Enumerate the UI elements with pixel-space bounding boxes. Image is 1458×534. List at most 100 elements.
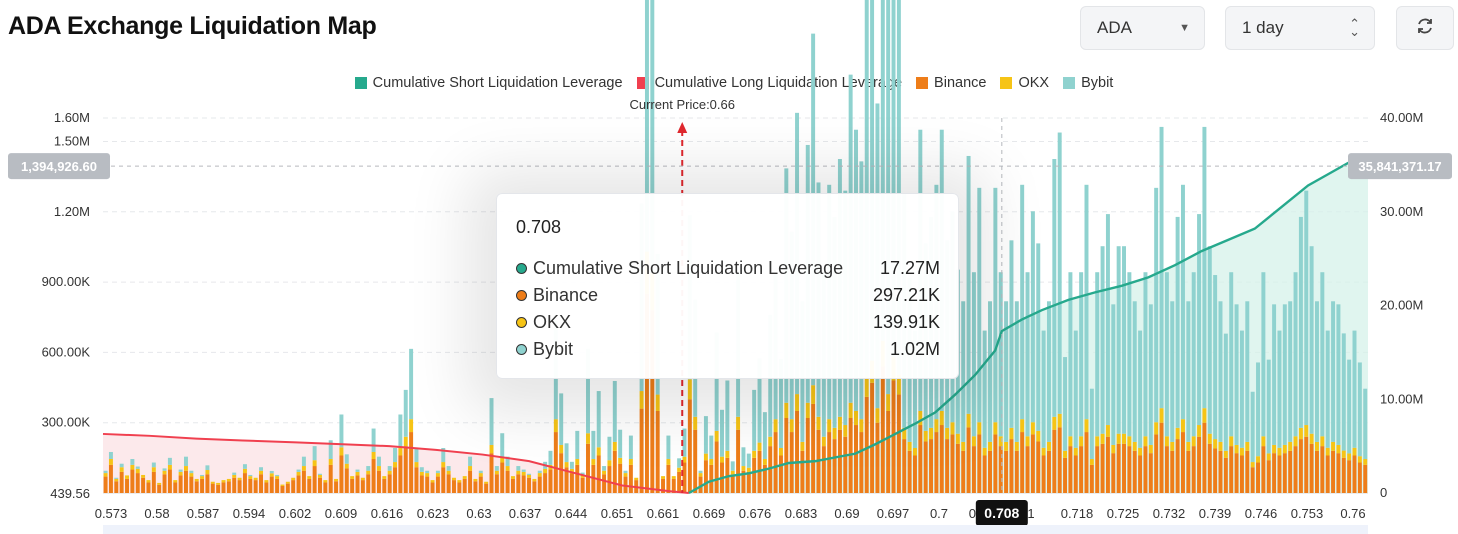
- bar-bybit: [1052, 159, 1057, 417]
- bar-bybit: [1138, 330, 1143, 448]
- bar-okx: [1277, 447, 1282, 456]
- bar-okx: [275, 476, 280, 479]
- bar-bybit: [371, 428, 376, 452]
- bar-okx: [805, 402, 810, 418]
- bar-bybit: [478, 470, 483, 474]
- bar-okx: [1154, 422, 1159, 435]
- bar-binance: [896, 394, 901, 493]
- tooltip-row-value: 1.02M: [889, 339, 940, 359]
- bar-bybit: [167, 457, 172, 465]
- bar-okx: [1132, 441, 1137, 451]
- tooltip-row-label: OKX: [533, 312, 572, 332]
- bar-binance: [1180, 432, 1185, 493]
- bar-bybit: [446, 466, 451, 471]
- bar-okx: [226, 478, 231, 482]
- x-tick-label: 0.644: [555, 506, 588, 521]
- bar-okx: [366, 470, 371, 475]
- bar-binance: [339, 455, 344, 493]
- bar-bybit: [232, 472, 237, 475]
- bar-okx: [516, 470, 521, 475]
- bar-binance: [1046, 450, 1051, 493]
- bar-binance: [1116, 443, 1121, 493]
- bar-bybit: [301, 456, 306, 467]
- bar-binance: [912, 455, 917, 493]
- bar-bybit: [200, 474, 205, 477]
- bar-bybit: [1272, 304, 1277, 445]
- bar-bybit: [1014, 301, 1019, 442]
- bar-bybit: [618, 429, 623, 458]
- bar-binance: [1138, 455, 1143, 493]
- bar-bybit: [1170, 301, 1175, 442]
- x-tick-label: 0.669: [693, 506, 726, 521]
- bar-binance: [1170, 450, 1175, 493]
- refresh-button[interactable]: [1396, 6, 1454, 50]
- bar-binance: [714, 441, 719, 493]
- bar-okx: [575, 459, 580, 465]
- bar-binance: [350, 478, 355, 493]
- bar-bybit: [387, 466, 392, 471]
- bar-binance: [1186, 450, 1191, 493]
- bar-okx: [205, 470, 210, 475]
- bar-binance: [1202, 422, 1207, 493]
- bar-bybit: [441, 448, 446, 463]
- bar-binance: [382, 478, 387, 493]
- bar-bybit: [612, 380, 617, 442]
- bar-bybit: [1068, 272, 1073, 437]
- bar-binance: [130, 469, 135, 493]
- bar-okx: [114, 478, 119, 482]
- bar-bybit: [1095, 272, 1100, 437]
- bar-okx: [403, 436, 408, 447]
- legend-item-short[interactable]: Cumulative Short Liquidation Leverage: [354, 75, 623, 91]
- range-select-value: 1 day: [1242, 18, 1284, 37]
- bar-bybit: [1363, 388, 1368, 460]
- bar-bybit: [580, 472, 585, 475]
- bar-binance: [1191, 446, 1196, 493]
- legend-item-bybit[interactable]: Bybit: [1063, 75, 1113, 91]
- bar-okx: [923, 430, 928, 442]
- bar-bybit: [596, 391, 601, 448]
- bar-binance: [644, 293, 649, 493]
- range-select[interactable]: 1 day ⌃ ⌄: [1225, 6, 1375, 50]
- coin-select[interactable]: ADA ▼: [1080, 6, 1205, 50]
- bar-okx: [259, 470, 264, 475]
- bar-binance: [194, 481, 199, 493]
- y-right-tick-label: 30.00M: [1380, 204, 1423, 219]
- bar-bybit: [880, 0, 885, 341]
- bar-binance: [355, 475, 360, 493]
- bar-binance: [521, 475, 526, 493]
- bar-bybit: [698, 470, 703, 474]
- bar-okx: [918, 410, 923, 426]
- bar-binance: [419, 475, 424, 493]
- bar-okx: [1014, 441, 1019, 451]
- bar-okx: [527, 474, 532, 478]
- bar-okx: [1170, 441, 1175, 451]
- y-left-tick-label: 600.00K: [42, 344, 91, 359]
- bar-binance: [971, 446, 976, 493]
- bar-okx: [1159, 408, 1164, 423]
- bar-okx: [569, 468, 574, 474]
- x-tick-label: 0.58: [144, 506, 169, 521]
- bar-okx: [468, 466, 473, 471]
- bar-okx: [816, 416, 821, 430]
- bar-okx: [1347, 453, 1352, 461]
- bar-binance: [484, 483, 489, 493]
- bar-bybit: [1223, 333, 1228, 451]
- chart-tooltip: 0.708 Cumulative Short Liquidation Lever…: [496, 193, 959, 379]
- bar-bybit: [1154, 187, 1159, 423]
- legend-label: Binance: [934, 75, 987, 91]
- bar-bybit: [1030, 211, 1035, 423]
- bar-okx: [725, 450, 730, 458]
- bar-binance: [221, 482, 226, 493]
- bar-binance: [977, 434, 982, 493]
- legend-item-binance[interactable]: Binance: [916, 75, 986, 91]
- legend-item-okx[interactable]: OKX: [1000, 75, 1049, 91]
- bar-okx: [242, 468, 247, 474]
- bar-okx: [210, 481, 215, 484]
- bar-binance: [1363, 464, 1368, 493]
- bar-binance: [1052, 429, 1057, 493]
- bar-binance: [1020, 432, 1025, 493]
- current-price-label: Current Price:0.66: [629, 97, 735, 112]
- bar-okx: [1298, 427, 1303, 440]
- bar-okx: [162, 470, 167, 475]
- bar-okx: [1052, 416, 1057, 430]
